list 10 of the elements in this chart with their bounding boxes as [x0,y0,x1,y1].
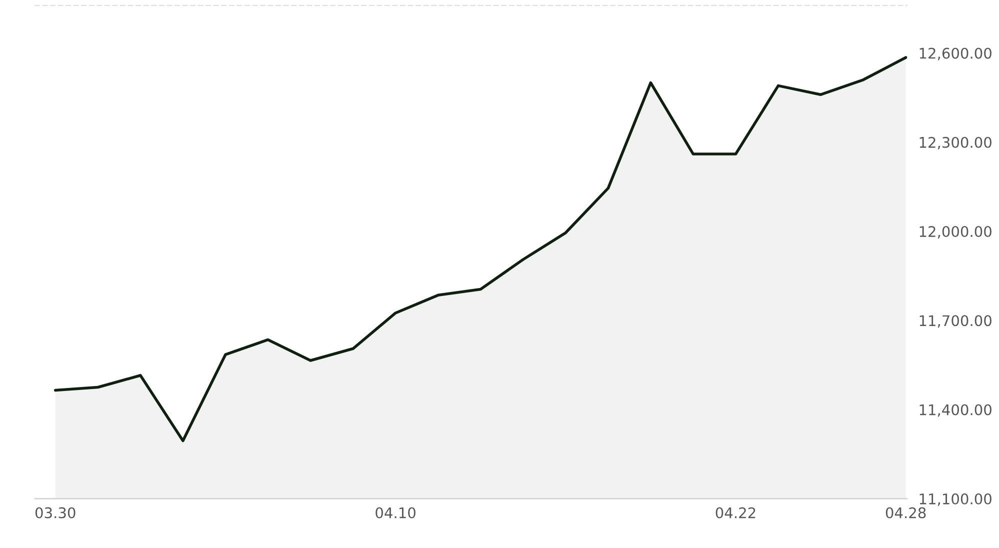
x-tick-label: 03.30 [35,507,76,518]
y-tick-label: 12,000.00 [920,226,992,239]
y-tick-label: 12,300.00 [920,136,992,150]
x-tick-label: 04.10 [376,507,416,518]
x-tick-label: 04.28 [886,507,926,518]
y-tick-label: 11,400.00 [920,404,992,417]
y-tick-label: 12,600.00 [920,48,992,60]
y-tick-label: 11,700.00 [920,315,992,328]
x-tick-label: 04.22 [716,507,756,518]
y-tick-label: 11,100.00 [920,493,992,506]
